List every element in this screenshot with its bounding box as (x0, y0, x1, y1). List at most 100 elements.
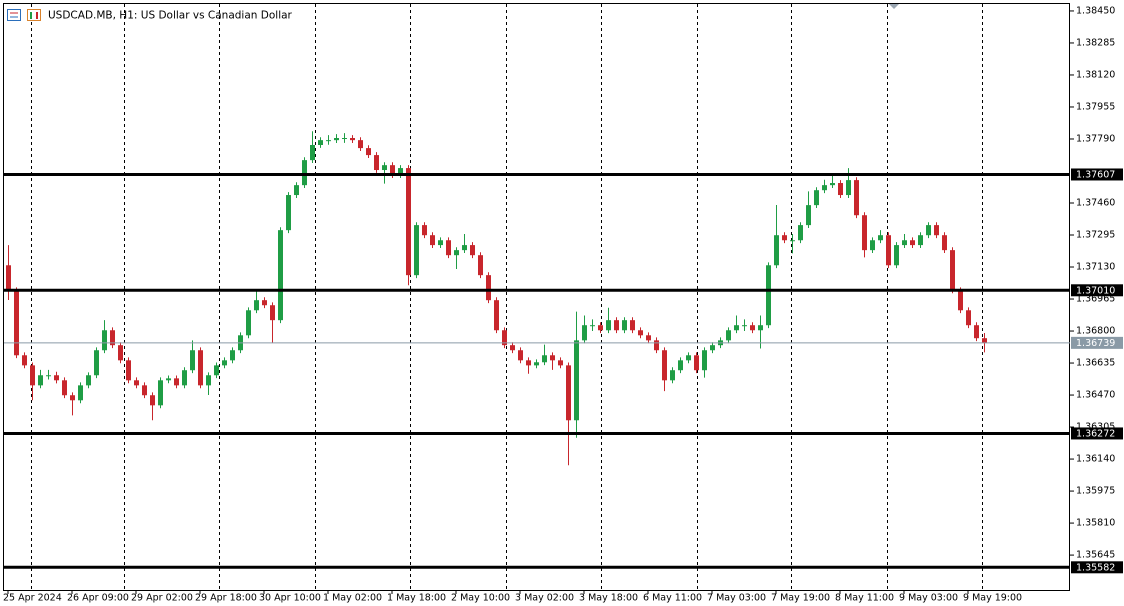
candle-body (254, 300, 259, 311)
y-tick-label: 1.36140 (1076, 454, 1115, 465)
x-tick-label: 7 May 03:00 (707, 593, 766, 604)
candle-body (854, 180, 859, 216)
candle-body (358, 140, 363, 149)
candle-body (606, 320, 611, 331)
candle-body (214, 365, 219, 376)
candle-body (814, 190, 819, 206)
x-tick-label: 3 May 02:00 (515, 593, 574, 604)
x-tick-label: 26 Apr 09:00 (67, 593, 129, 604)
candle-body (262, 300, 267, 306)
candle-body (646, 335, 651, 341)
candle-body (422, 225, 427, 236)
candle-body (782, 235, 787, 241)
candle-body (726, 330, 731, 341)
candle-body (302, 160, 307, 186)
candle-body (70, 395, 75, 401)
candle-body (494, 300, 499, 331)
candle-body (654, 340, 659, 351)
candles (6, 131, 987, 466)
candle-body (166, 378, 171, 381)
candle-body (870, 240, 875, 251)
y-tick-label: 1.38450 (1076, 5, 1115, 16)
candle-body (158, 380, 163, 406)
y-tick-label: 1.35975 (1076, 486, 1115, 497)
candle-body (86, 375, 91, 386)
x-tick-label: 1 May 02:00 (323, 593, 382, 604)
candle-body (142, 385, 147, 396)
candle-body (846, 180, 851, 196)
y-tick-label: 1.36965 (1076, 294, 1115, 305)
candle-body (246, 310, 251, 336)
candle-body (326, 140, 331, 142)
candle-body (446, 240, 451, 256)
candle-body (558, 360, 563, 366)
candle-body (894, 245, 899, 266)
candle-body (638, 330, 643, 336)
candle-body (678, 360, 683, 371)
y-tick-label: 1.36635 (1076, 358, 1115, 369)
candle-body (390, 165, 395, 176)
candle-body (582, 325, 587, 341)
candle-body (918, 235, 923, 246)
candle-body (822, 185, 827, 191)
candle-body (662, 350, 667, 381)
shift-marker (889, 4, 899, 9)
candle-body (590, 325, 595, 327)
chart-title: USDCAD.MB, H1: US Dollar vs Canadian Dol… (48, 10, 293, 22)
candle-body (398, 168, 403, 176)
candle-body (934, 225, 939, 236)
candle-body (46, 375, 51, 377)
x-tick-label: 1 May 18:00 (387, 593, 446, 604)
y-tick-label: 1.36800 (1076, 326, 1115, 337)
candle-body (766, 265, 771, 326)
y-tick-label: 1.37955 (1076, 101, 1115, 112)
candle-body (702, 350, 707, 371)
candle-body (670, 370, 675, 381)
candle-body (982, 338, 987, 343)
y-tick-label: 1.37790 (1076, 133, 1115, 144)
candle-body (886, 235, 891, 266)
candle-body (566, 365, 571, 421)
candle-body (350, 138, 355, 141)
candle-body (462, 245, 467, 251)
candle-body (966, 310, 971, 326)
candle-body (710, 345, 715, 351)
candle-body (742, 325, 747, 327)
candle-body (694, 355, 699, 371)
candle-body (294, 185, 299, 196)
candle-body (750, 325, 755, 331)
candle-body (150, 395, 155, 406)
x-tick-label: 3 May 18:00 (579, 593, 638, 604)
candle-body (342, 138, 347, 140)
candle-body (470, 245, 475, 256)
candle-body (614, 320, 619, 331)
x-tick-label: 25 Apr 2024 (3, 593, 62, 604)
icon (7, 9, 21, 21)
y-tick-label: 1.36305 (1076, 422, 1115, 433)
candle-body (518, 350, 523, 361)
y-tick-label: 1.37295 (1076, 230, 1115, 241)
candle-body (622, 320, 627, 331)
candle-body (78, 385, 83, 401)
candle-body (526, 360, 531, 366)
candle-body (438, 240, 443, 246)
candle-body (774, 235, 779, 266)
level-label-box (1071, 284, 1123, 297)
candle-body (286, 195, 291, 231)
candle-body (686, 355, 691, 361)
candle-body (878, 235, 883, 241)
candle-body (134, 380, 139, 386)
candle-body (862, 215, 867, 251)
level-label-box (1071, 561, 1123, 574)
candle-body (54, 375, 59, 381)
candle-body (206, 375, 211, 386)
candle-body (486, 275, 491, 301)
last-price-label: 1.36739 (1076, 338, 1115, 349)
candle-body (902, 240, 907, 246)
level-label: 1.35582 (1076, 562, 1115, 573)
candle-body (550, 355, 555, 361)
candle-body (6, 265, 11, 291)
level-label-box (1071, 427, 1123, 440)
